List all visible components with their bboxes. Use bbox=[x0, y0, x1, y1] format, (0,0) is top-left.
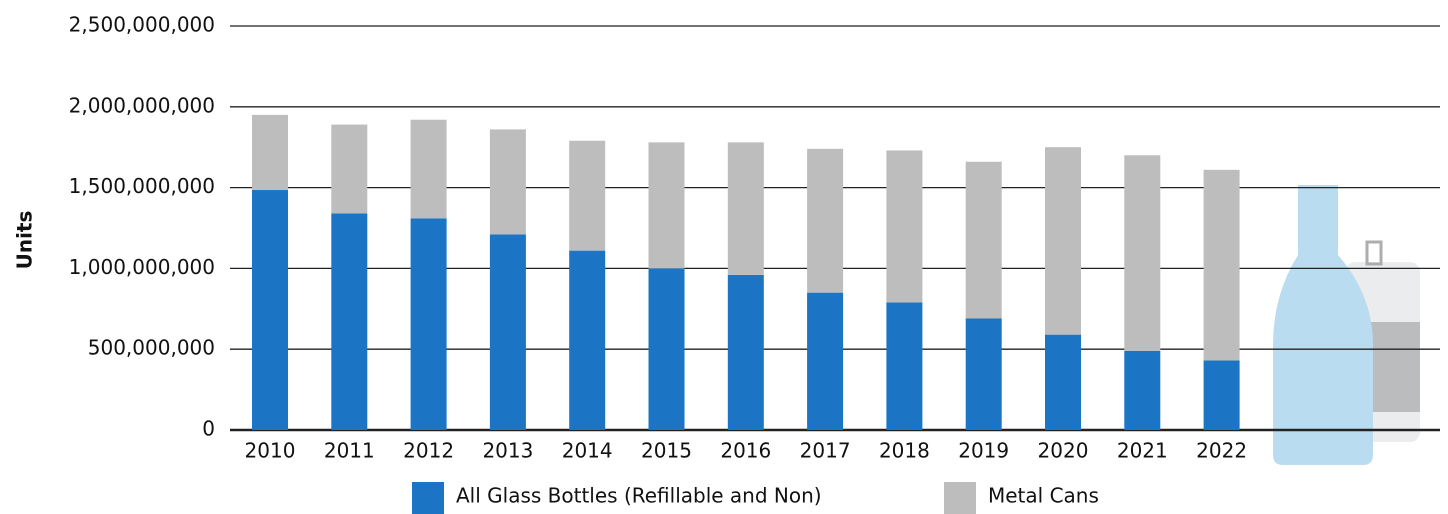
x-tick-label: 2022 bbox=[1196, 439, 1247, 463]
y-tick-label: 2,500,000,000 bbox=[69, 13, 215, 37]
x-tick-label: 2021 bbox=[1117, 439, 1168, 463]
x-tick-label: 2017 bbox=[800, 439, 851, 463]
x-tick-label: 2013 bbox=[482, 439, 533, 463]
y-axis-label: Units bbox=[13, 211, 37, 270]
x-tick-label: 2016 bbox=[720, 439, 771, 463]
bar-segment bbox=[1045, 147, 1081, 334]
x-tick-label: 2011 bbox=[324, 439, 375, 463]
y-tick-label: 2,000,000,000 bbox=[69, 93, 215, 117]
bar-segment bbox=[411, 218, 447, 430]
bar-segment bbox=[1124, 351, 1160, 430]
bar-segment bbox=[649, 268, 685, 430]
bar-segment bbox=[569, 141, 605, 251]
x-tick-label: 2010 bbox=[245, 439, 296, 463]
bar-segment bbox=[252, 115, 288, 190]
bar-segment bbox=[1045, 335, 1081, 430]
bottle-illustration bbox=[1273, 185, 1373, 465]
can-label bbox=[1368, 322, 1420, 412]
y-tick-label: 1,000,000,000 bbox=[69, 255, 215, 279]
x-tick-label: 2015 bbox=[641, 439, 692, 463]
bar-segment bbox=[331, 125, 367, 214]
y-tick-label: 1,500,000,000 bbox=[69, 174, 215, 198]
bar-segment bbox=[1124, 155, 1160, 351]
x-tick-label: 2012 bbox=[403, 439, 454, 463]
x-tick-label: 2020 bbox=[1038, 439, 1089, 463]
x-tick-label: 2014 bbox=[562, 439, 613, 463]
chart: Units 0 500,000,000 1,000,000,000 1,500,000… bbox=[0, 0, 1448, 514]
bar-segment bbox=[807, 149, 843, 293]
bar-segment bbox=[331, 213, 367, 430]
bar-segment bbox=[728, 142, 764, 275]
bar-segment bbox=[490, 129, 526, 234]
bar-segment bbox=[966, 162, 1002, 319]
x-tick-label: 2019 bbox=[958, 439, 1009, 463]
bar-segment bbox=[649, 142, 685, 268]
bar-segment bbox=[886, 150, 922, 302]
bar-segment bbox=[252, 190, 288, 430]
bar-segment bbox=[490, 234, 526, 430]
legend-swatch bbox=[944, 482, 976, 514]
bar-segment bbox=[569, 251, 605, 430]
bar-segment bbox=[886, 302, 922, 430]
legend-label: Metal Cans bbox=[988, 484, 1099, 508]
y-tick-label: 0 bbox=[202, 417, 215, 441]
bottle-can-illustration bbox=[1273, 185, 1420, 465]
bar-segment bbox=[1204, 361, 1240, 430]
bar-segment bbox=[966, 318, 1002, 430]
bar-segment bbox=[1204, 170, 1240, 361]
legend-swatch bbox=[412, 482, 444, 514]
bar-segment bbox=[807, 293, 843, 430]
y-tick-label: 500,000,000 bbox=[88, 336, 215, 360]
x-tick-label: 2018 bbox=[879, 439, 930, 463]
bar-segment bbox=[728, 275, 764, 430]
legend-label: All Glass Bottles (Refillable and Non) bbox=[456, 484, 822, 508]
can-tab bbox=[1367, 242, 1381, 264]
bar-segment bbox=[411, 120, 447, 219]
